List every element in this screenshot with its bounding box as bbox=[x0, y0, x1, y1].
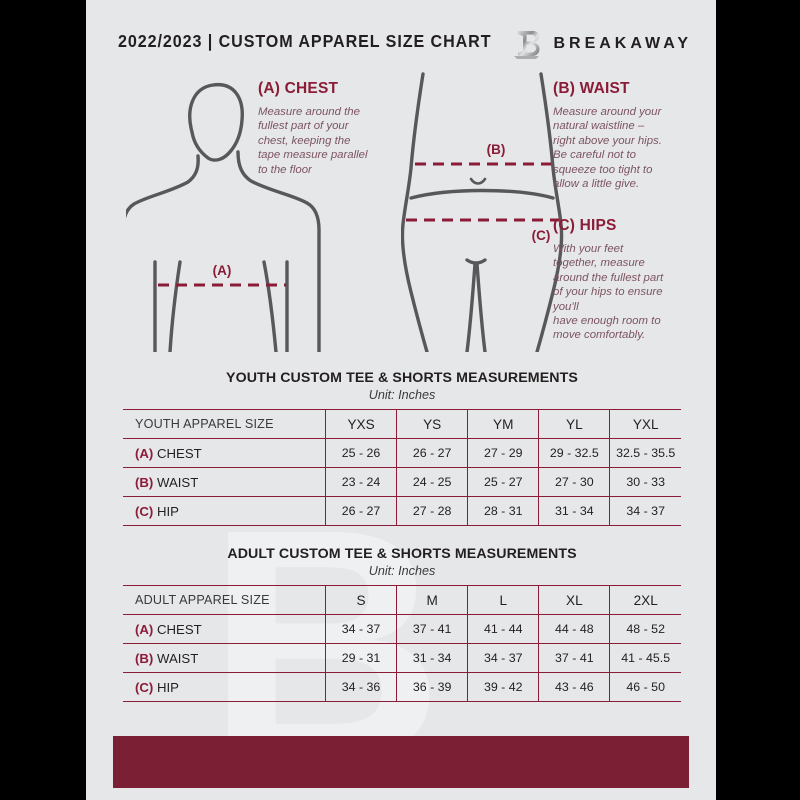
instruction-waist: (B) WAIST Measure around your natural wa… bbox=[553, 80, 703, 191]
lower-body-figure: (B) (C) bbox=[401, 72, 564, 352]
adult-row-2-val-2: 39 - 42 bbox=[467, 672, 539, 702]
adult-row-2-val-3: 43 - 46 bbox=[538, 672, 610, 702]
adult-table-header-row: ADULT APPAREL SIZE S M L XL 2XL bbox=[123, 585, 681, 615]
instruction-waist-heading: (B) WAIST bbox=[553, 80, 630, 97]
youth-header-label: YOUTH APPAREL SIZE bbox=[123, 409, 326, 439]
youth-table-header-row: YOUTH APPAREL SIZE YXS YS YM YL YXL bbox=[123, 409, 681, 439]
adult-row-2-tag: (C) bbox=[135, 679, 154, 695]
adult-header-label: ADULT APPAREL SIZE bbox=[123, 585, 326, 615]
adult-row-1-val-0: 29 - 31 bbox=[324, 643, 397, 673]
youth-row-1-val-4: 30 - 33 bbox=[609, 467, 681, 497]
adult-row-0-val-2: 41 - 44 bbox=[467, 614, 539, 644]
adult-row-0-tag: (A) bbox=[135, 621, 154, 637]
youth-row-1-val-3: 27 - 30 bbox=[538, 467, 610, 497]
waist-marker-label: (B) bbox=[487, 142, 506, 157]
instruction-chest: (A) CHEST Measure around the fullest par… bbox=[258, 80, 408, 177]
adult-row-0-val-1: 37 - 41 bbox=[396, 614, 468, 644]
youth-row-2-label: (C) HIP bbox=[123, 496, 326, 526]
table-row: (A) CHEST 25 - 26 26 - 27 27 - 29 29 - 3… bbox=[123, 438, 681, 468]
adult-row-1-val-2: 34 - 37 bbox=[467, 643, 539, 673]
chest-marker-label: (A) bbox=[213, 263, 232, 278]
adult-table-unit: Unit: Inches bbox=[368, 564, 436, 578]
youth-row-1-label: (B) WAIST bbox=[123, 467, 326, 497]
youth-row-0-label: (A) CHEST bbox=[123, 438, 326, 468]
adult-row-2-val-0: 34 - 36 bbox=[324, 672, 397, 702]
adult-row-1-val-1: 31 - 34 bbox=[396, 643, 468, 673]
youth-size-col-1: YS bbox=[396, 409, 468, 439]
instruction-hips-body: With your feet together, measure around … bbox=[553, 243, 664, 342]
youth-row-0-val-4: 32.5 - 35.5 bbox=[609, 438, 681, 468]
upper-body-figure: (A) bbox=[126, 83, 321, 352]
table-row: (B) WAIST 23 - 24 24 - 25 25 - 27 27 - 3… bbox=[123, 467, 681, 497]
youth-row-0-val-2: 27 - 29 bbox=[467, 438, 539, 468]
adult-size-col-2: L bbox=[467, 585, 539, 615]
navel-detail bbox=[469, 177, 487, 185]
adult-table-section: ADULT CUSTOM TEE & SHORTS MEASUREMENTS U… bbox=[123, 546, 681, 702]
youth-row-0-val-3: 29 - 32.5 bbox=[538, 438, 610, 468]
youth-size-table: YOUTH APPAREL SIZE YXS YS YM YL YXL (A) … bbox=[123, 409, 681, 526]
adult-row-2-label: (C) HIP bbox=[123, 672, 326, 702]
adult-row-0-val-0: 34 - 37 bbox=[324, 614, 397, 644]
youth-size-col-4: YXL bbox=[609, 409, 681, 439]
youth-row-1-name: WAIST bbox=[156, 474, 199, 490]
table-row: (C) HIP 34 - 36 36 - 39 39 - 42 43 - 46 … bbox=[123, 672, 681, 702]
adult-row-0-val-4: 48 - 52 bbox=[609, 614, 681, 644]
youth-size-col-0: YXS bbox=[324, 409, 397, 439]
hips-marker-label: (C) bbox=[532, 228, 551, 243]
youth-row-0-tag: (A) bbox=[135, 445, 154, 461]
size-chart-page: B 2022/2023 | CUSTOM APPAREL SIZE CHART … bbox=[86, 0, 716, 800]
youth-table-title: YOUTH CUSTOM TEE & SHORTS MEASUREMENTS bbox=[226, 370, 578, 386]
instruction-waist-body: Measure around your natural waistline – … bbox=[553, 106, 662, 191]
youth-table-unit: Unit: Inches bbox=[368, 388, 436, 402]
adult-size-col-0: S bbox=[324, 585, 397, 615]
adult-row-2-val-4: 46 - 50 bbox=[609, 672, 681, 702]
youth-row-1-val-1: 24 - 25 bbox=[396, 467, 468, 497]
page-header: 2022/2023 | CUSTOM APPAREL SIZE CHART BR… bbox=[86, 28, 716, 62]
youth-row-1-val-0: 23 - 24 bbox=[324, 467, 397, 497]
breakaway-b-monogram-icon bbox=[514, 31, 540, 59]
adult-row-0-val-3: 44 - 48 bbox=[538, 614, 610, 644]
adult-row-0-name: CHEST bbox=[156, 621, 202, 637]
youth-row-1-tag: (B) bbox=[135, 474, 154, 490]
youth-row-2-val-3: 31 - 34 bbox=[538, 496, 610, 526]
youth-table-section: YOUTH CUSTOM TEE & SHORTS MEASUREMENTS U… bbox=[123, 370, 681, 526]
instruction-chest-body: Measure around the fullest part of your … bbox=[258, 106, 368, 176]
adult-row-1-name: WAIST bbox=[156, 650, 199, 666]
table-row: (C) HIP 26 - 27 27 - 28 28 - 31 31 - 34 … bbox=[123, 496, 681, 526]
youth-row-2-val-4: 34 - 37 bbox=[609, 496, 681, 526]
adult-row-1-tag: (B) bbox=[135, 650, 154, 666]
footer-bar bbox=[113, 736, 689, 788]
adult-row-0-label: (A) CHEST bbox=[123, 614, 326, 644]
youth-size-col-3: YL bbox=[538, 409, 610, 439]
brand-lockup: BREAKAWAY bbox=[513, 28, 692, 59]
youth-row-2-val-2: 28 - 31 bbox=[467, 496, 539, 526]
instruction-hips-heading: (C) HIPS bbox=[553, 217, 617, 234]
youth-row-2-name: HIP bbox=[156, 503, 179, 519]
adult-size-col-4: 2XL bbox=[609, 585, 681, 615]
adult-row-1-val-3: 37 - 41 bbox=[538, 643, 610, 673]
youth-row-0-name: CHEST bbox=[156, 445, 202, 461]
page-title: 2022/2023 | CUSTOM APPAREL SIZE CHART bbox=[118, 31, 492, 51]
youth-row-2-val-0: 26 - 27 bbox=[324, 496, 397, 526]
youth-row-1-val-2: 25 - 27 bbox=[467, 467, 539, 497]
adult-row-2-name: HIP bbox=[156, 679, 179, 695]
instruction-chest-heading: (A) CHEST bbox=[258, 80, 339, 97]
youth-row-0-val-0: 25 - 26 bbox=[324, 438, 397, 468]
adult-size-table: ADULT APPAREL SIZE S M L XL 2XL (A) CHES… bbox=[123, 585, 681, 702]
adult-size-col-3: XL bbox=[538, 585, 610, 615]
brand-name: BREAKAWAY bbox=[553, 34, 692, 52]
table-row: (B) WAIST 29 - 31 31 - 34 34 - 37 37 - 4… bbox=[123, 643, 681, 673]
table-row: (A) CHEST 34 - 37 37 - 41 41 - 44 44 - 4… bbox=[123, 614, 681, 644]
adult-table-title: ADULT CUSTOM TEE & SHORTS MEASUREMENTS bbox=[227, 546, 577, 562]
adult-row-2-val-1: 36 - 39 bbox=[396, 672, 468, 702]
adult-row-1-label: (B) WAIST bbox=[123, 643, 326, 673]
youth-size-col-2: YM bbox=[467, 409, 539, 439]
youth-row-0-val-1: 26 - 27 bbox=[396, 438, 468, 468]
adult-row-1-val-4: 41 - 45.5 bbox=[609, 643, 681, 673]
youth-row-2-val-1: 27 - 28 bbox=[396, 496, 468, 526]
youth-row-2-tag: (C) bbox=[135, 503, 154, 519]
instruction-hips: (C) HIPS With your feet together, measur… bbox=[553, 217, 703, 343]
adult-size-col-1: M bbox=[396, 585, 468, 615]
